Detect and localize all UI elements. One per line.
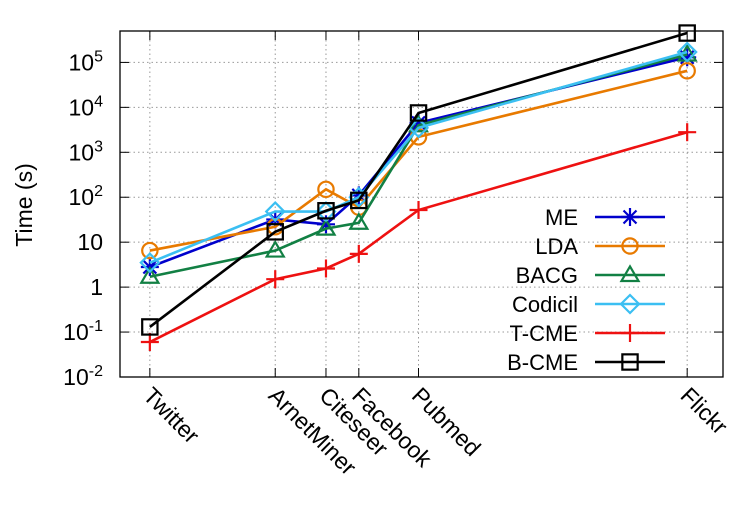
marker-square [678,24,696,42]
legend-label: BACG [516,263,578,288]
marker-star [411,115,426,131]
marker-diamond [348,186,370,208]
series-line [149,53,688,279]
marker-triangle [139,266,161,284]
y-tick-label: 10-2 [63,363,103,390]
marker-triangle [264,239,286,258]
series-line [149,56,688,269]
marker-triangle [348,212,370,230]
marker-diamond [264,201,286,223]
legend-label: B-CME [507,350,578,375]
y-tick-label: 102 [69,183,104,210]
legend-item: BACG [516,263,665,288]
marker-square [317,202,335,220]
x-tick-label: Flickr [676,382,733,439]
grid-lines [120,31,723,377]
marker-circle [141,241,159,260]
marker-square [141,318,159,336]
marker-triangle [315,217,337,236]
marker-square [266,223,284,241]
series-line [149,130,688,344]
series-t-cme [140,123,697,352]
legend-item: ME [545,205,665,230]
legend-label: ME [545,205,578,230]
y-tick-label: 103 [69,138,104,165]
series-lda [141,62,696,260]
plot-border [119,30,724,378]
series-line [149,69,688,252]
y-tick-label: 104 [69,93,104,120]
legend-label: T-CME [510,321,578,346]
legend-label: Codicil [512,292,578,317]
y-axis-label: Time (s) [11,163,37,246]
marker-diamond [139,252,161,274]
marker-square [621,353,639,371]
marker-diamond [619,293,641,315]
legend-item: B-CME [507,350,665,375]
marker-diamond [676,41,698,63]
series-line [149,31,688,328]
legend-item: Codicil [512,292,665,317]
legend-label: LDA [535,234,578,259]
legend: ME LDA BACG Codicil T-CME B-CME [507,205,665,375]
y-tick-label: 10 [77,229,103,255]
legend-item: T-CME [510,321,665,346]
marker-circle [317,180,335,199]
marker-circle [621,237,639,255]
marker-diamond [407,117,430,139]
marker-triangle [619,264,641,283]
y-tick-label: 105 [69,48,104,75]
marker-star [622,209,638,225]
marker-circle [678,62,696,80]
x-tick-label: Twitter [138,382,205,449]
legend-item: LDA [535,234,665,259]
marker-square [350,191,368,210]
series-b-cme [141,24,696,336]
y-tick-label: 10-1 [63,318,103,345]
y-tick-label: 1 [90,274,103,300]
series-lines [139,24,698,352]
marker-square [409,104,428,122]
